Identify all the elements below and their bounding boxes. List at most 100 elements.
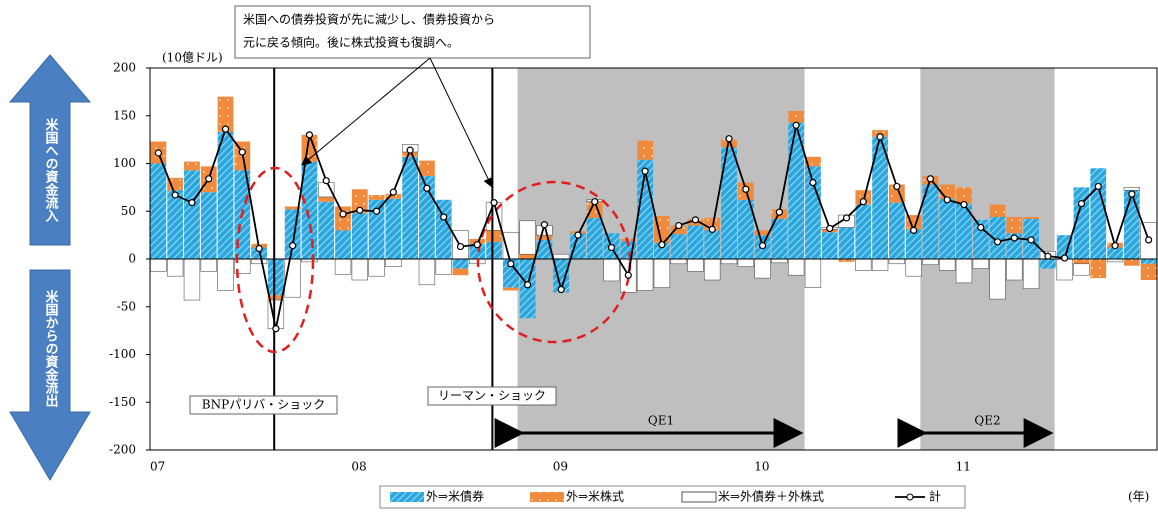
y-tick-label: -150 [109,395,136,409]
bar [586,217,603,259]
bar [1073,263,1090,276]
bar [502,259,519,288]
point [339,210,347,218]
bar [805,166,821,259]
bar [653,258,671,288]
event-label: BNPパリバ・ショック [202,398,325,412]
bar [603,258,620,282]
point [154,149,162,157]
point [758,242,767,250]
bar [1073,187,1090,259]
bar [452,268,469,276]
bar [486,230,502,242]
bar [704,230,721,259]
bar [166,258,184,277]
callout-box [234,5,591,59]
bar [871,258,889,271]
bar [452,259,469,269]
bar [570,233,586,259]
point [255,244,263,253]
bar [788,122,805,259]
legend-swatch [681,491,717,503]
point [1145,236,1153,244]
point [221,125,230,133]
legend [379,485,966,509]
point [792,121,800,129]
point [607,243,616,252]
bar [385,198,402,259]
bar [1073,259,1090,264]
point [490,199,498,207]
bar [385,258,402,267]
bar [1090,168,1107,259]
point [557,285,565,294]
bar [217,131,234,259]
x-tick-label: 11 [956,460,971,474]
bar [267,295,284,301]
qe-label: QE1 [648,414,674,428]
bar [955,258,973,284]
bar [250,258,268,265]
bar [670,225,687,235]
bar [1056,258,1073,281]
y-tick-label: 100 [113,156,136,170]
point [272,325,280,333]
bar [956,203,972,259]
bar [150,163,167,259]
point [943,196,951,204]
bar [1006,216,1023,234]
bar [502,287,519,291]
point [826,224,834,233]
bar [972,258,989,269]
bar [351,213,368,259]
point [742,185,750,193]
legend-label: 計 [929,489,941,504]
point [641,167,649,175]
bar [670,234,687,259]
bar [872,136,888,259]
bar [972,219,989,259]
bar [1023,216,1040,219]
bar [435,199,452,259]
bar [838,259,855,262]
y-tick-label: 150 [113,108,136,122]
bar [754,258,771,279]
bar [217,96,234,132]
bar [284,258,301,298]
point [1077,200,1086,208]
bar [989,216,1006,259]
bar [1123,259,1140,266]
event-label: リーマン・ショック [438,389,546,403]
point [238,148,246,156]
point [372,207,381,215]
bar [486,241,502,259]
bar [888,258,906,265]
y-tick-label: -200 [109,443,136,457]
point [1027,236,1035,244]
point [993,238,1002,246]
bar [251,247,267,259]
bar [519,220,536,255]
bar [184,170,200,259]
bar [922,258,939,266]
bar [553,259,570,293]
point [507,260,515,268]
bar [402,156,419,259]
point [842,214,851,222]
bar [167,190,184,259]
point [171,191,179,199]
point [188,199,196,207]
bar [1140,263,1157,281]
bar [804,258,822,288]
bar [200,192,217,259]
legend-label: 外⇒米株式 [566,489,624,504]
bar [318,201,335,259]
side-label: 米国からの資金流出 [43,289,60,408]
bar [351,189,368,214]
point [876,133,884,141]
bar [1006,258,1023,281]
y-tick-label: 200 [113,61,136,75]
line [157,125,1150,329]
point [977,223,985,232]
point [1111,242,1119,250]
